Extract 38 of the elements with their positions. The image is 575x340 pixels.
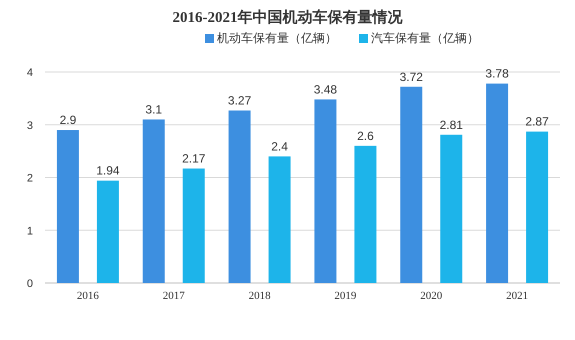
- data-label: 3.48: [314, 82, 338, 96]
- bar: [526, 132, 548, 283]
- data-label: 2.9: [60, 113, 77, 128]
- bar: [486, 84, 508, 283]
- y-tick-label: 3: [26, 120, 33, 132]
- x-tick-label: 2020: [420, 290, 443, 302]
- bar: [354, 146, 376, 283]
- y-tick-label: 2: [26, 172, 33, 184]
- y-tick-label: 0: [26, 278, 33, 290]
- bar: [400, 86, 422, 283]
- bar: [182, 168, 205, 283]
- data-label: 2.87: [525, 114, 550, 129]
- data-label: 1.94: [96, 164, 120, 178]
- data-label: 3.72: [400, 70, 424, 84]
- data-label: 3.27: [228, 94, 252, 108]
- bar: [96, 180, 119, 283]
- data-label: 2.17: [182, 152, 206, 166]
- data-label: 2.4: [271, 139, 288, 154]
- x-tick-label: 2016: [76, 290, 100, 302]
- data-label: 2.81: [440, 118, 464, 132]
- data-label: 2.6: [357, 128, 374, 143]
- y-tick-label: 1: [26, 225, 33, 238]
- y-tick-label: 4: [26, 67, 33, 79]
- bar: [440, 134, 462, 283]
- x-tick-label: 2019: [334, 290, 357, 302]
- chart-title: 2016-2021年中国机动车保有量情况: [172, 8, 404, 26]
- x-tick-label: 2021: [506, 290, 528, 302]
- x-tick-label: 2018: [248, 290, 272, 302]
- bar: [56, 130, 79, 283]
- bar: [268, 156, 291, 283]
- data-label: 3.78: [485, 66, 510, 81]
- x-tick-label: 2017: [162, 290, 186, 302]
- data-label: 3.1: [145, 102, 162, 116]
- bar: [142, 119, 165, 283]
- legend-label: 机动车保有量（亿辆）: [217, 31, 337, 45]
- legend-label: 汽车保有量（亿辆）: [371, 31, 479, 45]
- bar: [228, 110, 251, 283]
- bar: [314, 99, 336, 283]
